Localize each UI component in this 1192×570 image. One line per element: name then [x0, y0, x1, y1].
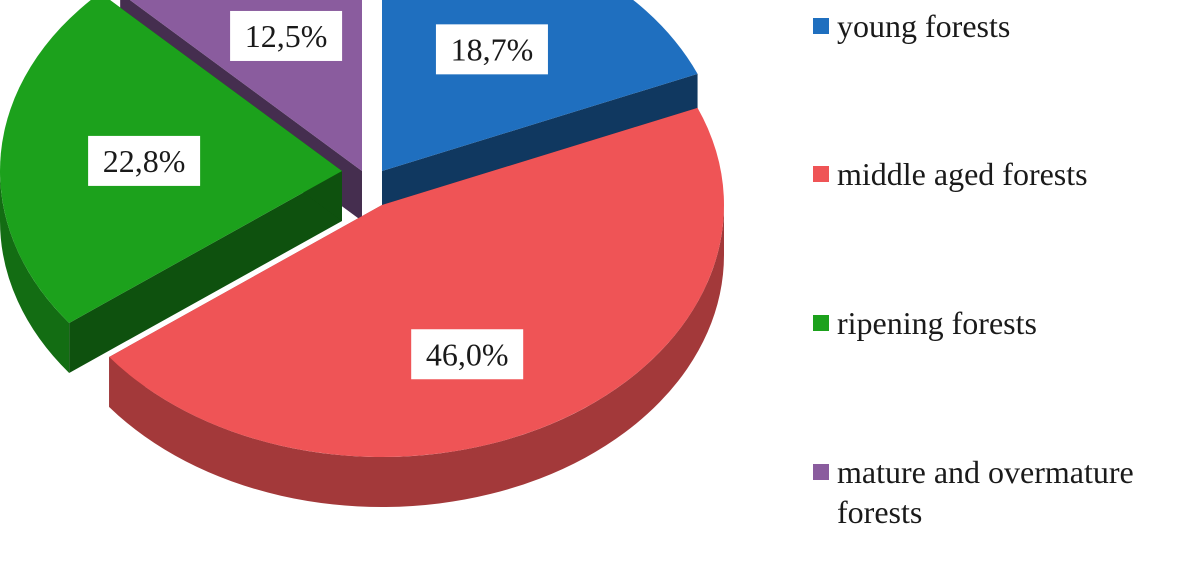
- legend-swatch-mature: [813, 464, 829, 480]
- legend-item-mature: mature and overmature forests: [813, 452, 1187, 532]
- legend-swatch-middle-aged: [813, 166, 829, 182]
- pie-chart: 18,7% 46,0% 22,8% 12,5%: [0, 0, 725, 508]
- legend-swatch-ripening: [813, 315, 829, 331]
- data-label-ripening: 22,8%: [103, 143, 186, 179]
- legend-item-young: young forests: [813, 6, 1187, 46]
- legend-swatch-young: [813, 18, 829, 34]
- legend-label-mature: mature and overmature forests: [837, 454, 1134, 530]
- data-label-box-young: [435, 24, 548, 75]
- legend-label-ripening: ripening forests: [837, 305, 1037, 341]
- legend-item-middle-aged: middle aged forests: [813, 154, 1187, 194]
- slice-wall-ripening-0: [69, 171, 343, 373]
- slice-rim-middle-aged: [109, 205, 725, 508]
- data-label-box-mature: [230, 10, 343, 61]
- data-label-mature: 12,5%: [245, 18, 328, 54]
- legend-label-middle-aged: middle aged forests: [837, 156, 1088, 192]
- legend-label-young: young forests: [837, 8, 1011, 44]
- data-label-middle-aged: 46,0%: [426, 336, 509, 372]
- data-label-box-middle-aged: [411, 329, 524, 380]
- data-label-young: 18,7%: [451, 31, 534, 67]
- slice-rim-ripening: [0, 171, 70, 373]
- data-label-box-ripening: [88, 135, 201, 186]
- slice-middle-aged: [109, 107, 725, 458]
- legend-item-ripening: ripening forests: [813, 303, 1187, 343]
